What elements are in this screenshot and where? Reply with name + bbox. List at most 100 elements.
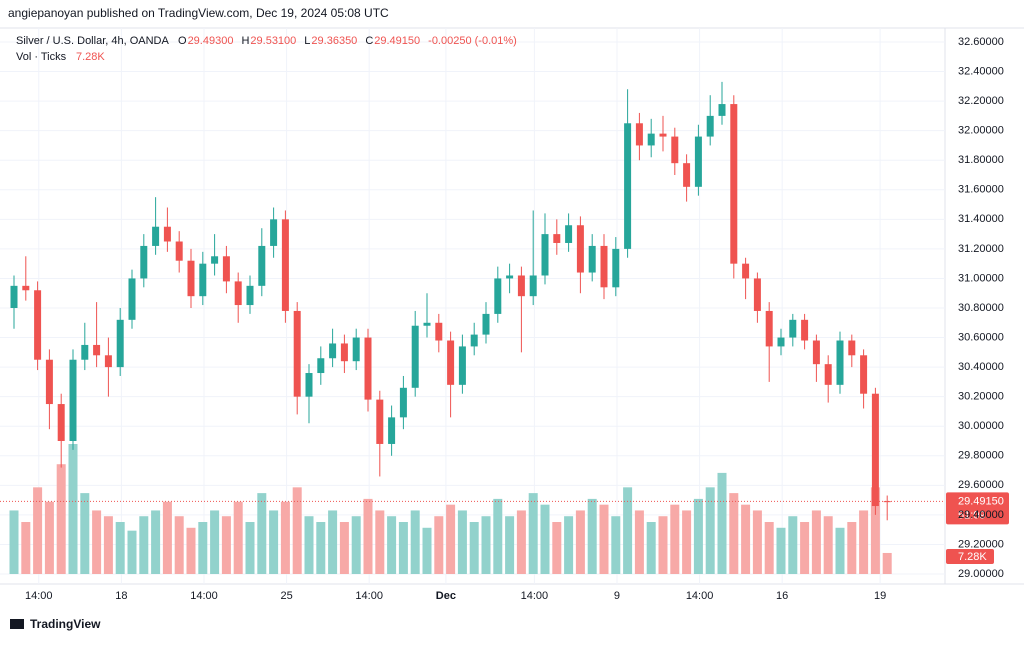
volume-bar (670, 504, 680, 574)
candle-body (305, 373, 313, 397)
candle-body (447, 340, 455, 385)
candle-body (730, 104, 738, 264)
candle-body (482, 313, 490, 335)
candle-body (163, 226, 171, 242)
last-price-label: 29.49150 (958, 495, 1004, 507)
y-tick-label: 30.80000 (958, 302, 1004, 314)
volume-bar (847, 522, 857, 574)
overlay: 29.49150 51:09 7.28K (0, 492, 1009, 564)
candle-body (152, 226, 160, 246)
volume-bar (33, 487, 43, 574)
volume-bar (516, 510, 526, 574)
volume-bar (623, 487, 633, 574)
countdown-label: 51:09 (958, 509, 986, 521)
candle-body (116, 319, 124, 368)
candle-body (553, 234, 561, 243)
volume-bar (410, 510, 420, 574)
candle-body (57, 404, 65, 441)
candles (10, 81, 891, 521)
candle-body (683, 163, 691, 187)
volume-bar (292, 487, 302, 574)
volume-bar (528, 493, 538, 574)
volume-bar (882, 552, 892, 574)
candle-body (836, 340, 844, 385)
volume-bar (611, 516, 621, 574)
candle-body (246, 285, 254, 306)
volume-bar (540, 504, 550, 574)
candle-body (742, 263, 750, 279)
candle-body (69, 359, 77, 441)
volume-bar (422, 527, 432, 574)
legend-key: O (178, 35, 187, 47)
x-tick-label: 16 (776, 590, 788, 602)
volume-bar (127, 530, 137, 574)
volume-bar (658, 516, 668, 574)
candle-body (529, 275, 537, 297)
candle-body (860, 355, 868, 394)
y-tick-label: 32.40000 (958, 65, 1004, 77)
volume-last: 7.28K (76, 51, 105, 63)
y-tick-label: 29.80000 (958, 450, 1004, 462)
candle-body (541, 234, 549, 276)
candle-body (222, 256, 230, 282)
candle-body (565, 225, 573, 243)
legend-value: -0.00250 (-0.01%) (428, 35, 517, 47)
y-tick-label: 31.80000 (958, 154, 1004, 166)
volume-bar (493, 498, 503, 574)
legend-key: H (241, 35, 249, 47)
footer-text: TradingView (30, 617, 101, 631)
volume-bar (221, 516, 231, 574)
x-tick-label: 14:00 (686, 590, 714, 602)
x-tick-label: 9 (614, 590, 620, 602)
volume-bar (505, 516, 515, 574)
candle-body (659, 133, 667, 137)
candle-body (281, 219, 289, 311)
y-tick-label: 30.60000 (958, 331, 1004, 343)
candle-body (10, 285, 18, 308)
candle-body (635, 123, 643, 146)
volume-bar (788, 516, 798, 574)
volume-bar (682, 510, 692, 574)
volume-bar (776, 527, 786, 574)
volume-bar (151, 510, 161, 574)
y-tick-label: 29.00000 (958, 568, 1004, 580)
volume-bar (162, 501, 172, 574)
candle-body (388, 417, 396, 444)
candle-body (81, 344, 89, 360)
candle-body (706, 115, 714, 137)
candle-body (871, 393, 879, 507)
volume-bar (316, 522, 326, 574)
candle-body (718, 104, 726, 116)
candle-body (435, 322, 443, 341)
volume-bar (835, 527, 845, 574)
volume-pane (9, 444, 892, 574)
candle-body (624, 123, 632, 249)
volume-bar (56, 464, 66, 574)
candle-body (175, 241, 183, 261)
volume-bar (870, 487, 880, 574)
candle-body (399, 387, 407, 418)
candle-body (600, 245, 608, 288)
volume-bar (68, 444, 78, 574)
volume-bar (457, 510, 467, 574)
volume-axis-label: 7.28K (958, 551, 987, 563)
y-tick-label: 29.20000 (958, 538, 1004, 550)
candle-body (671, 136, 679, 164)
volume-bar (375, 510, 385, 574)
candle-body (104, 355, 112, 368)
candle-body (317, 358, 325, 374)
candle-body (612, 248, 620, 288)
legend-title: Silver / U.S. Dollar, 4h, OANDA (16, 35, 169, 47)
volume-bar (351, 516, 361, 574)
volume-bar (481, 516, 491, 574)
volume-bar (800, 522, 810, 574)
candle-body (423, 322, 431, 326)
y-tick-label: 31.00000 (958, 272, 1004, 284)
x-tick-label: 14:00 (521, 590, 549, 602)
volume-bar (339, 522, 349, 574)
candle-body (753, 278, 761, 311)
volume-bar (634, 510, 644, 574)
candle-body (22, 285, 30, 291)
volume-bar (328, 510, 338, 574)
volume-bar (363, 498, 373, 574)
